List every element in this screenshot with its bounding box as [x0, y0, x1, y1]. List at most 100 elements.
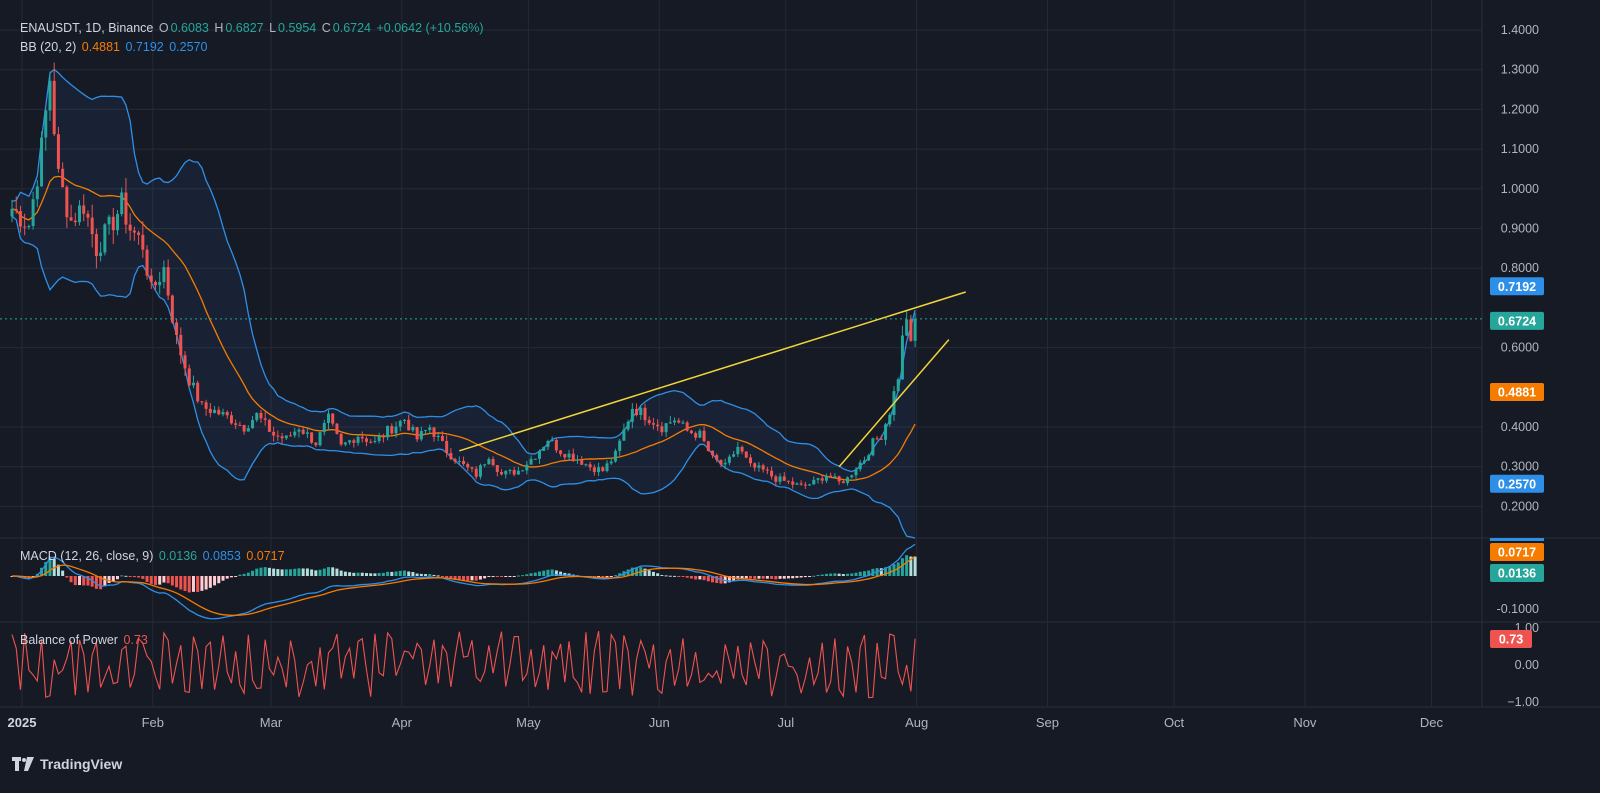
macd-histogram-bar — [909, 556, 913, 576]
candle-body — [508, 469, 512, 472]
candle-body — [588, 464, 592, 468]
last-price-label-bg — [1490, 311, 1544, 330]
macd-histogram-bar — [470, 576, 474, 581]
candle-body — [702, 430, 706, 442]
bop-y-tick-label: 0.00 — [1515, 658, 1539, 672]
macd-histogram-bar — [158, 576, 162, 585]
macd-histogram-bar — [808, 576, 812, 577]
macd-histogram-bar — [339, 570, 343, 576]
macd-histogram-bar — [280, 569, 284, 576]
candle-body — [795, 483, 799, 485]
grid — [0, 0, 1600, 708]
candle-body — [757, 465, 761, 468]
trendlines[interactable] — [459, 291, 966, 468]
macd-histogram-bar — [694, 576, 698, 580]
candle-body — [698, 430, 702, 438]
candle-body — [761, 465, 765, 470]
macd-histogram-bar — [407, 571, 411, 576]
candle-body — [153, 282, 157, 286]
candle-body — [867, 455, 871, 461]
y-tick-label: 0.4000 — [1501, 420, 1539, 434]
candle-body — [723, 462, 727, 465]
macd-histogram-bar — [289, 569, 293, 576]
candle-body — [170, 295, 174, 323]
candle-body — [284, 435, 288, 439]
bb-legend[interactable]: BB (20, 2) 0.4881 0.7192 0.2570 — [20, 40, 209, 54]
macd-histogram-bar — [124, 575, 128, 577]
macd-histogram-bar — [770, 576, 774, 579]
macd-histogram-bar — [656, 573, 660, 576]
candle-body — [204, 402, 208, 409]
macd-histogram-bar — [483, 576, 487, 579]
macd-histogram-bar — [238, 574, 242, 576]
candle-body — [137, 232, 141, 235]
candle-body — [533, 458, 537, 460]
candle-body — [221, 411, 225, 415]
macd-histogram-bar — [500, 576, 504, 577]
candle-body — [31, 199, 35, 226]
macd-histogram-bar — [141, 576, 145, 579]
macd-histogram-bar — [242, 573, 246, 576]
bollinger-bands — [11, 68, 916, 539]
macd-histogram-bar — [774, 576, 778, 580]
macd-histogram-bar — [651, 571, 655, 576]
candle-body — [225, 411, 229, 416]
symbol-legend[interactable]: ENAUSDT, 1D, Binance O 0.6083 H 0.6827 L 0.… — [20, 21, 486, 35]
candle-body — [799, 483, 803, 485]
macd-histogram-bar — [386, 571, 390, 576]
macd-histogram-bar — [715, 576, 719, 584]
candle-body — [402, 419, 406, 422]
candle-body — [436, 435, 440, 437]
macd-histogram-bar — [453, 576, 457, 581]
macd-line-value: 0.0853 — [202, 549, 241, 563]
y-tick-label: 0.3000 — [1501, 460, 1539, 474]
macd-histogram-bar — [487, 576, 491, 577]
candle-body — [538, 450, 541, 459]
macd-histogram-bar — [529, 573, 533, 576]
bop-price-label-bg — [1490, 630, 1532, 648]
macd-histogram-bar — [630, 567, 634, 576]
candle-body — [829, 475, 833, 478]
macd-signal-price-label-bg — [1490, 543, 1544, 561]
macd-histogram-bar — [204, 576, 208, 590]
candle-body — [390, 426, 394, 434]
macd-histogram-bar — [175, 576, 179, 588]
candle-body — [352, 440, 356, 443]
candle-body — [419, 431, 423, 440]
candle-body — [322, 423, 326, 433]
candle-body — [364, 438, 368, 442]
candle-body — [407, 419, 411, 431]
macd-histogram-bar — [419, 573, 423, 576]
candle-body — [65, 187, 69, 218]
macd-histogram-bar — [757, 576, 761, 579]
trendline — [459, 291, 966, 452]
candle-body — [732, 454, 736, 457]
candle-body — [428, 427, 432, 431]
candle-body — [571, 453, 575, 461]
bop-legend[interactable]: Balance of Power 0.73 — [20, 633, 150, 647]
tradingview-logo[interactable]: TradingView — [12, 756, 122, 772]
candle-body — [516, 470, 520, 475]
candle-body — [445, 440, 449, 454]
bb-lower-line — [11, 215, 916, 539]
candle-body — [179, 334, 183, 356]
x-tick-label: Apr — [392, 715, 413, 730]
macd-histogram-bar — [213, 576, 217, 586]
candle-body — [812, 479, 816, 485]
macd-legend[interactable]: MACD (12, 26, close, 9) 0.0136 0.0853 0.… — [20, 549, 287, 563]
macd-histogram-bar — [559, 571, 563, 576]
bop-line — [11, 630, 916, 699]
trendline — [838, 339, 950, 468]
candle-body — [858, 462, 862, 470]
macd-signal-line — [11, 555, 916, 616]
macd-histogram-bar — [65, 576, 69, 578]
candle-body — [462, 460, 466, 465]
candle-body — [504, 471, 508, 475]
candle-body — [575, 459, 579, 461]
bop-label: Balance of Power — [20, 633, 118, 647]
macd-histogram-bar — [183, 576, 187, 592]
macd-histogram-bar — [310, 569, 314, 576]
candle-body — [263, 418, 267, 420]
candle-body — [373, 441, 377, 443]
